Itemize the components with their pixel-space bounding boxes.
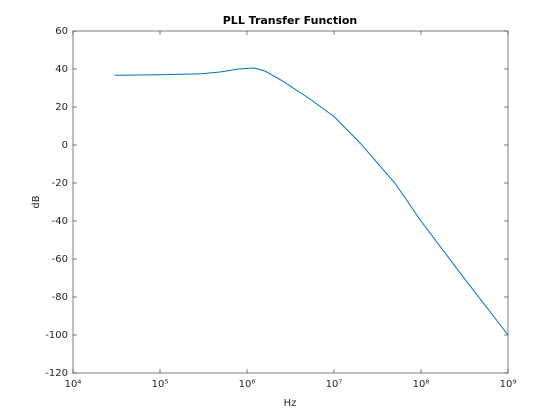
y-axis-label: dB	[31, 195, 42, 208]
y-tick-label: -80	[52, 292, 68, 303]
x-tick-label: 10⁸	[413, 379, 430, 390]
y-tick-label: -20	[52, 178, 68, 189]
x-tick-label: 10⁷	[326, 379, 343, 390]
y-tick-label: 0	[62, 140, 68, 151]
line-series	[114, 67, 509, 336]
chart-title: PLL Transfer Function	[223, 14, 358, 27]
y-tick-label: -100	[45, 330, 68, 341]
y-tick-label: 60	[55, 26, 68, 37]
y-tick-label: -120	[45, 368, 68, 379]
plot-area	[72, 30, 509, 374]
x-axis-label: Hz	[284, 398, 297, 409]
y-tick-label: 20	[55, 102, 68, 113]
x-tick-label: 10⁵	[152, 379, 169, 390]
y-tick-label: 40	[55, 64, 68, 75]
x-tick-label: 10⁶	[239, 379, 256, 390]
y-tick-label: -40	[52, 216, 68, 227]
x-tick-label: 10⁹	[500, 379, 517, 390]
x-tick-label: 10⁴	[65, 379, 82, 390]
y-tick-label: -60	[52, 254, 68, 265]
